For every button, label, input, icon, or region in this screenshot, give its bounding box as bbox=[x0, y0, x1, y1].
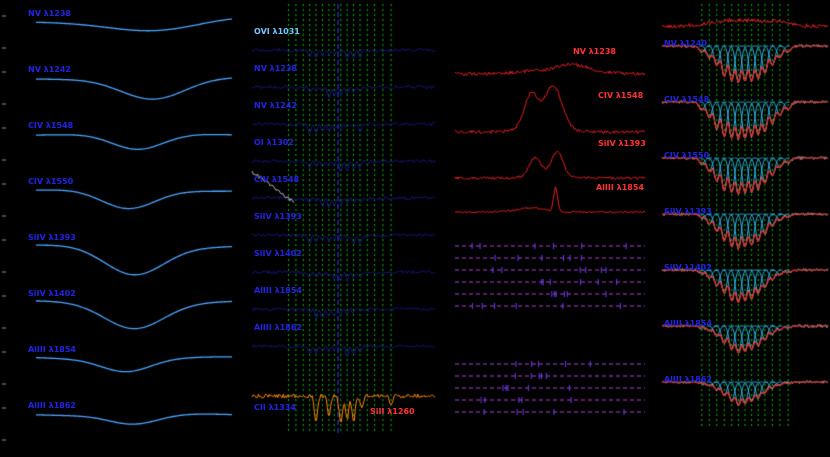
figure-root: NV λ1238 NV λ1242 CIV λ1548 CIV λ1550 SiIV λ… bbox=[0, 0, 830, 457]
spectra-canvas bbox=[0, 0, 830, 457]
